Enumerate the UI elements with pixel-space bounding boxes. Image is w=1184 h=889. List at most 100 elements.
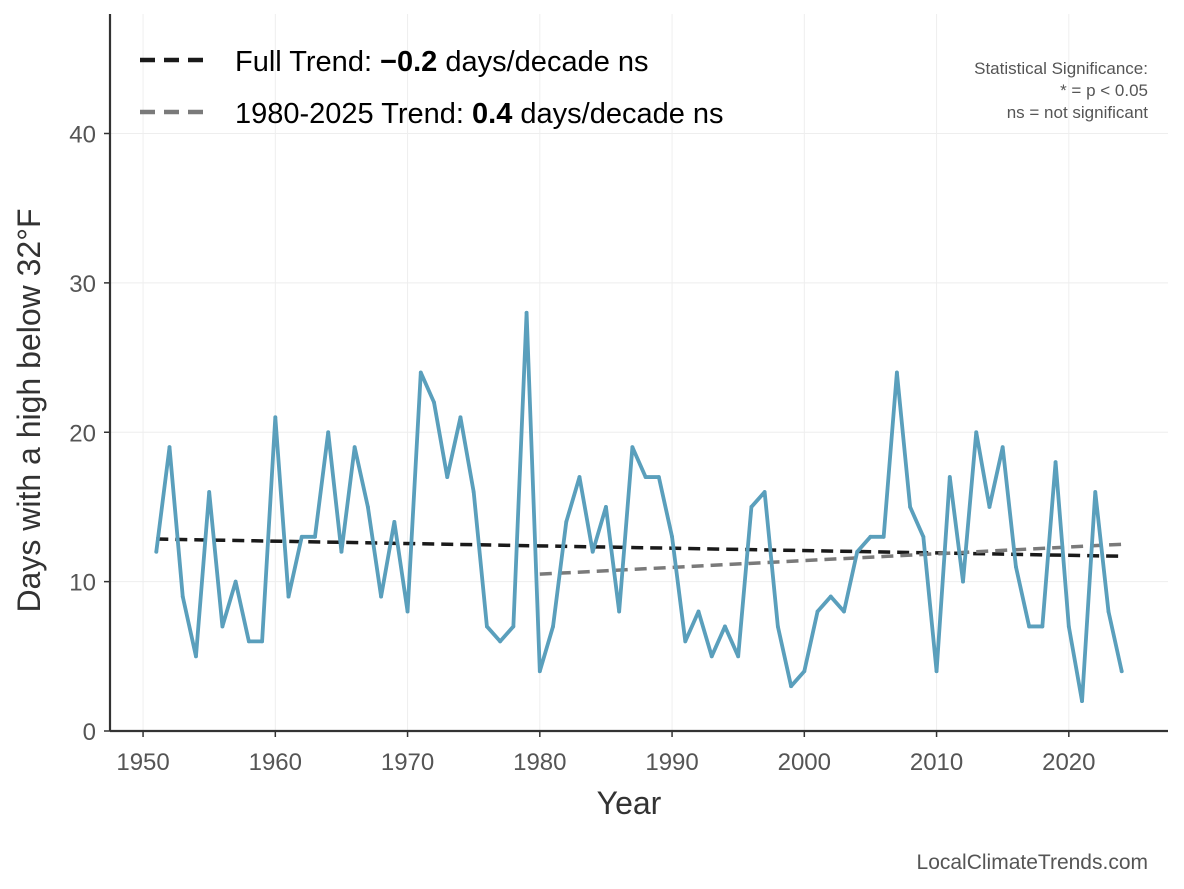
y-axis-ticks: 0 10 20 30 40 [69, 122, 110, 746]
data-point-1994 [723, 624, 727, 629]
data-point-1967 [365, 505, 370, 509]
data-point-1979 [524, 310, 529, 315]
data-point-1984 [590, 549, 595, 554]
x-tick-label-1990: 1990 [645, 749, 698, 776]
data-point-2019 [1053, 460, 1058, 465]
data-point-1991 [683, 639, 688, 644]
data-point-2020 [1066, 624, 1071, 629]
x-tick-label-1960: 1960 [249, 749, 302, 776]
legend-label-full-trend: Full Trend: −0.2 days/decade ns [235, 46, 649, 78]
data-point-2014 [987, 505, 992, 509]
data-point-1968 [379, 594, 384, 599]
data-point-1980 [537, 669, 542, 674]
legend-full-trend-value: −0.2 [380, 46, 437, 78]
legend-recent-trend-value: 0.4 [472, 98, 512, 130]
data-point-2023 [1106, 609, 1111, 614]
data-point-1993 [709, 654, 714, 659]
legend-full-trend-prefix: Full Trend: [235, 46, 380, 78]
data-point-2008 [908, 505, 913, 509]
data-point-1987 [630, 445, 635, 450]
data-point-1953 [180, 594, 185, 599]
data-point-2012 [961, 579, 965, 584]
data-point-1985 [604, 505, 608, 509]
y-tick-label-20: 20 [69, 420, 96, 447]
data-point-1989 [656, 475, 661, 479]
data-point-2013 [974, 430, 979, 435]
data-point-1962 [299, 534, 304, 539]
data-point-2018 [1040, 624, 1045, 629]
data-point-2002 [828, 594, 833, 599]
y-tick-label-40: 40 [69, 122, 96, 149]
data-point-1972 [432, 400, 436, 405]
data-point-1969 [392, 519, 397, 524]
data-point-1998 [775, 624, 780, 629]
data-point-2024 [1119, 669, 1124, 674]
y-tick-label-30: 30 [69, 271, 96, 298]
significance-note: Statistical Significance: * = p < 0.05 n… [974, 59, 1148, 122]
data-point-2000 [802, 669, 807, 674]
y-tick-label-0: 0 [83, 719, 96, 746]
x-axis-ticks: 1950 1960 1970 1980 1990 2000 2010 2020 [116, 731, 1096, 776]
data-point-1974 [458, 415, 463, 420]
data-point-1964 [326, 430, 331, 435]
trend-line-1980-2025 [539, 542, 1122, 576]
data-point-1958 [246, 639, 251, 644]
legend-label-recent-trend: 1980-2025 Trend: 0.4 days/decade ns [235, 98, 724, 130]
significance-note-ns: ns = not significant [1007, 103, 1149, 122]
data-point-1970 [405, 609, 410, 614]
y-tick-label-10: 10 [69, 570, 96, 597]
data-point-1966 [352, 445, 357, 450]
data-point-2011 [947, 475, 952, 479]
data-point-2015 [1000, 445, 1005, 450]
data-point-2010 [934, 669, 939, 674]
data-point-1957 [233, 579, 238, 584]
data-point-1965 [339, 549, 344, 554]
data-point-1960 [273, 415, 278, 420]
series-group [154, 310, 1124, 704]
data-point-1956 [220, 624, 225, 629]
data-point-1961 [286, 594, 291, 599]
data-point-1986 [617, 609, 622, 614]
data-point-2005 [868, 534, 873, 539]
x-axis-title: Year [597, 785, 662, 821]
data-point-1992 [696, 609, 701, 614]
data-point-1983 [577, 475, 582, 479]
data-point-2004 [855, 549, 860, 554]
data-point-1990 [670, 534, 674, 539]
x-tick-label-1970: 1970 [381, 749, 434, 776]
significance-note-p-value: * = p < 0.05 [1060, 81, 1148, 100]
significance-note-title: Statistical Significance: [974, 59, 1148, 78]
data-point-2003 [842, 609, 846, 614]
data-point-1999 [789, 684, 793, 689]
x-tick-label-1950: 1950 [116, 749, 169, 776]
data-point-1982 [564, 519, 569, 524]
x-tick-label-2010: 2010 [910, 749, 963, 776]
data-point-1981 [551, 624, 555, 629]
x-tick-label-2020: 2020 [1042, 749, 1095, 776]
legend-recent-trend-suffix: days/decade ns [512, 98, 723, 130]
legend-recent-trend-prefix: 1980-2025 Trend: [235, 98, 472, 130]
data-point-1988 [643, 475, 648, 479]
legend: Full Trend: −0.2 days/decade ns 1980-202… [140, 46, 724, 130]
data-point-2006 [881, 534, 886, 539]
data-point-2016 [1014, 564, 1018, 569]
data-point-1951 [154, 549, 159, 554]
data-point-2001 [815, 609, 820, 614]
data-point-1995 [736, 654, 741, 659]
data-point-1996 [749, 505, 754, 509]
data-point-1997 [762, 490, 767, 494]
data-point-1976 [485, 624, 489, 629]
source-credit: LocalClimateTrends.com [917, 851, 1148, 874]
data-point-1952 [167, 445, 172, 450]
data-point-1954 [194, 654, 198, 659]
legend-full-trend-suffix: days/decade ns [437, 46, 648, 78]
data-point-2009 [921, 534, 926, 539]
data-point-1973 [445, 475, 450, 479]
data-point-1978 [511, 624, 516, 629]
data-point-1955 [207, 490, 212, 494]
series-line [154, 310, 1124, 704]
data-point-1977 [498, 639, 503, 644]
data-point-1959 [260, 639, 264, 644]
data-point-1971 [418, 370, 423, 375]
